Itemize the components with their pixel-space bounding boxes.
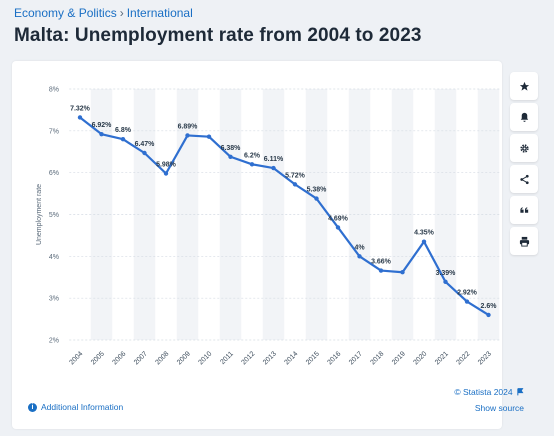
x-tick-label: 2017: [348, 350, 364, 366]
data-point: [314, 196, 319, 201]
x-tick-label: 2010: [197, 350, 213, 366]
column-band: [348, 89, 371, 340]
y-tick-label: 7%: [49, 128, 59, 135]
x-tick-label: 2014: [283, 350, 299, 366]
data-point: [206, 134, 212, 139]
data-label: 3.39%: [436, 270, 457, 277]
y-tick-label: 8%: [49, 87, 59, 94]
x-tick-label: 2013: [262, 350, 278, 366]
line-chart: 2% 3% 4% 5% 6% 7% 8% Unemployment rate 2004 2005 2…: [36, 87, 500, 366]
cite-button[interactable]: [510, 196, 538, 224]
x-tick-label: 2005: [90, 350, 106, 366]
x-tick-label: 2023: [477, 350, 493, 366]
additional-info-link[interactable]: i Additional Information: [28, 402, 123, 412]
data-point: [271, 165, 276, 171]
x-tick-label: 2012: [240, 350, 256, 366]
data-label: 6.8%: [115, 127, 132, 134]
y-tick-label: 2%: [49, 338, 59, 345]
data-point: [421, 239, 427, 244]
x-tick-label: 2016: [326, 350, 342, 366]
data-label: 2.92%: [457, 290, 478, 297]
data-point: [228, 154, 233, 159]
print-icon: [519, 236, 529, 247]
series-line: [79, 116, 490, 316]
x-tick-label: 2018: [369, 350, 385, 366]
data-point: [185, 133, 190, 138]
data-point: [163, 171, 169, 176]
breadcrumb-link-international[interactable]: International: [126, 6, 193, 20]
flag-icon: [517, 388, 524, 396]
share-icon: [519, 174, 529, 184]
favorite-button[interactable]: [510, 72, 538, 100]
data-label: 6.89%: [178, 123, 199, 130]
data-label: 4.69%: [328, 215, 349, 222]
data-point: [357, 254, 362, 259]
data-label: 6.11%: [264, 156, 284, 163]
data-point: [77, 115, 83, 120]
x-tick-label: 2004: [68, 350, 84, 366]
y-axis-label: Unemployment rate: [36, 184, 43, 245]
chart-toolbar: [510, 72, 538, 258]
data-point: [400, 270, 405, 275]
column-band: [176, 89, 199, 340]
y-tick-label: 4%: [49, 254, 59, 261]
data-point: [120, 137, 126, 142]
data-point: [464, 299, 470, 304]
column-band: [477, 89, 500, 340]
gear-icon: [519, 143, 529, 153]
data-point: [292, 182, 298, 187]
data-label: 4.35%: [414, 230, 435, 237]
data-label: 7.32%: [70, 105, 91, 112]
data-label: 6.38%: [221, 145, 242, 152]
data-label: 5.38%: [307, 187, 328, 194]
x-tick-label: 2020: [412, 350, 428, 366]
column-band: [305, 89, 328, 340]
chart-card: 2% 3% 4% 5% 6% 7% 8% Unemployment rate 2004 2005 2…: [12, 61, 502, 429]
breadcrumb-link-economy[interactable]: Economy & Politics: [14, 6, 117, 20]
y-tick-label: 6%: [49, 170, 59, 177]
data-point: [443, 279, 448, 285]
additional-info-label: Additional Information: [41, 402, 124, 412]
x-tick-label: 2008: [154, 350, 170, 366]
data-label: 5.72%: [285, 172, 306, 179]
data-point: [99, 131, 104, 137]
credit-text: © Statista 2024: [454, 387, 513, 397]
data-label: 5.98%: [156, 162, 177, 169]
x-tick-label: 2011: [219, 350, 235, 366]
y-tick-label: 5%: [49, 212, 59, 219]
data-label: 6.47%: [135, 141, 156, 148]
x-tick-label: 2021: [434, 350, 450, 366]
data-point: [486, 312, 491, 318]
x-tick-label: 2022: [455, 350, 471, 366]
x-tick-label: 2006: [111, 350, 127, 366]
data-label: 2.6%: [481, 303, 498, 310]
data-label: 4%: [354, 244, 365, 251]
bell-icon: [520, 112, 528, 122]
show-source-link[interactable]: Show source: [474, 403, 524, 413]
quote-icon: [519, 206, 528, 213]
y-tick-label: 3%: [49, 296, 59, 303]
column-band: [133, 89, 156, 340]
breadcrumb: Economy & Politics › International: [14, 6, 193, 20]
info-icon: i: [28, 402, 37, 412]
data-point: [142, 150, 147, 156]
data-point: [335, 225, 341, 230]
data-label: 3.66%: [371, 259, 392, 266]
data-label: 6.92%: [92, 122, 113, 129]
star-icon: [519, 81, 529, 91]
data-point: [249, 162, 255, 167]
data-point: [378, 268, 384, 273]
statista-credit[interactable]: © Statista 2024: [454, 387, 524, 397]
settings-button[interactable]: [510, 134, 538, 162]
breadcrumb-separator: ›: [119, 6, 124, 20]
x-tick-label: 2007: [133, 350, 149, 366]
page-title: Malta: Unemployment rate from 2004 to 20…: [14, 25, 422, 46]
x-tick-label: 2009: [176, 350, 192, 366]
data-label: 6.2%: [244, 152, 261, 159]
x-tick-label: 2019: [391, 350, 407, 366]
notification-button[interactable]: [510, 103, 538, 131]
share-button[interactable]: [510, 165, 538, 193]
print-button[interactable]: [510, 227, 538, 255]
x-tick-label: 2015: [305, 350, 321, 366]
